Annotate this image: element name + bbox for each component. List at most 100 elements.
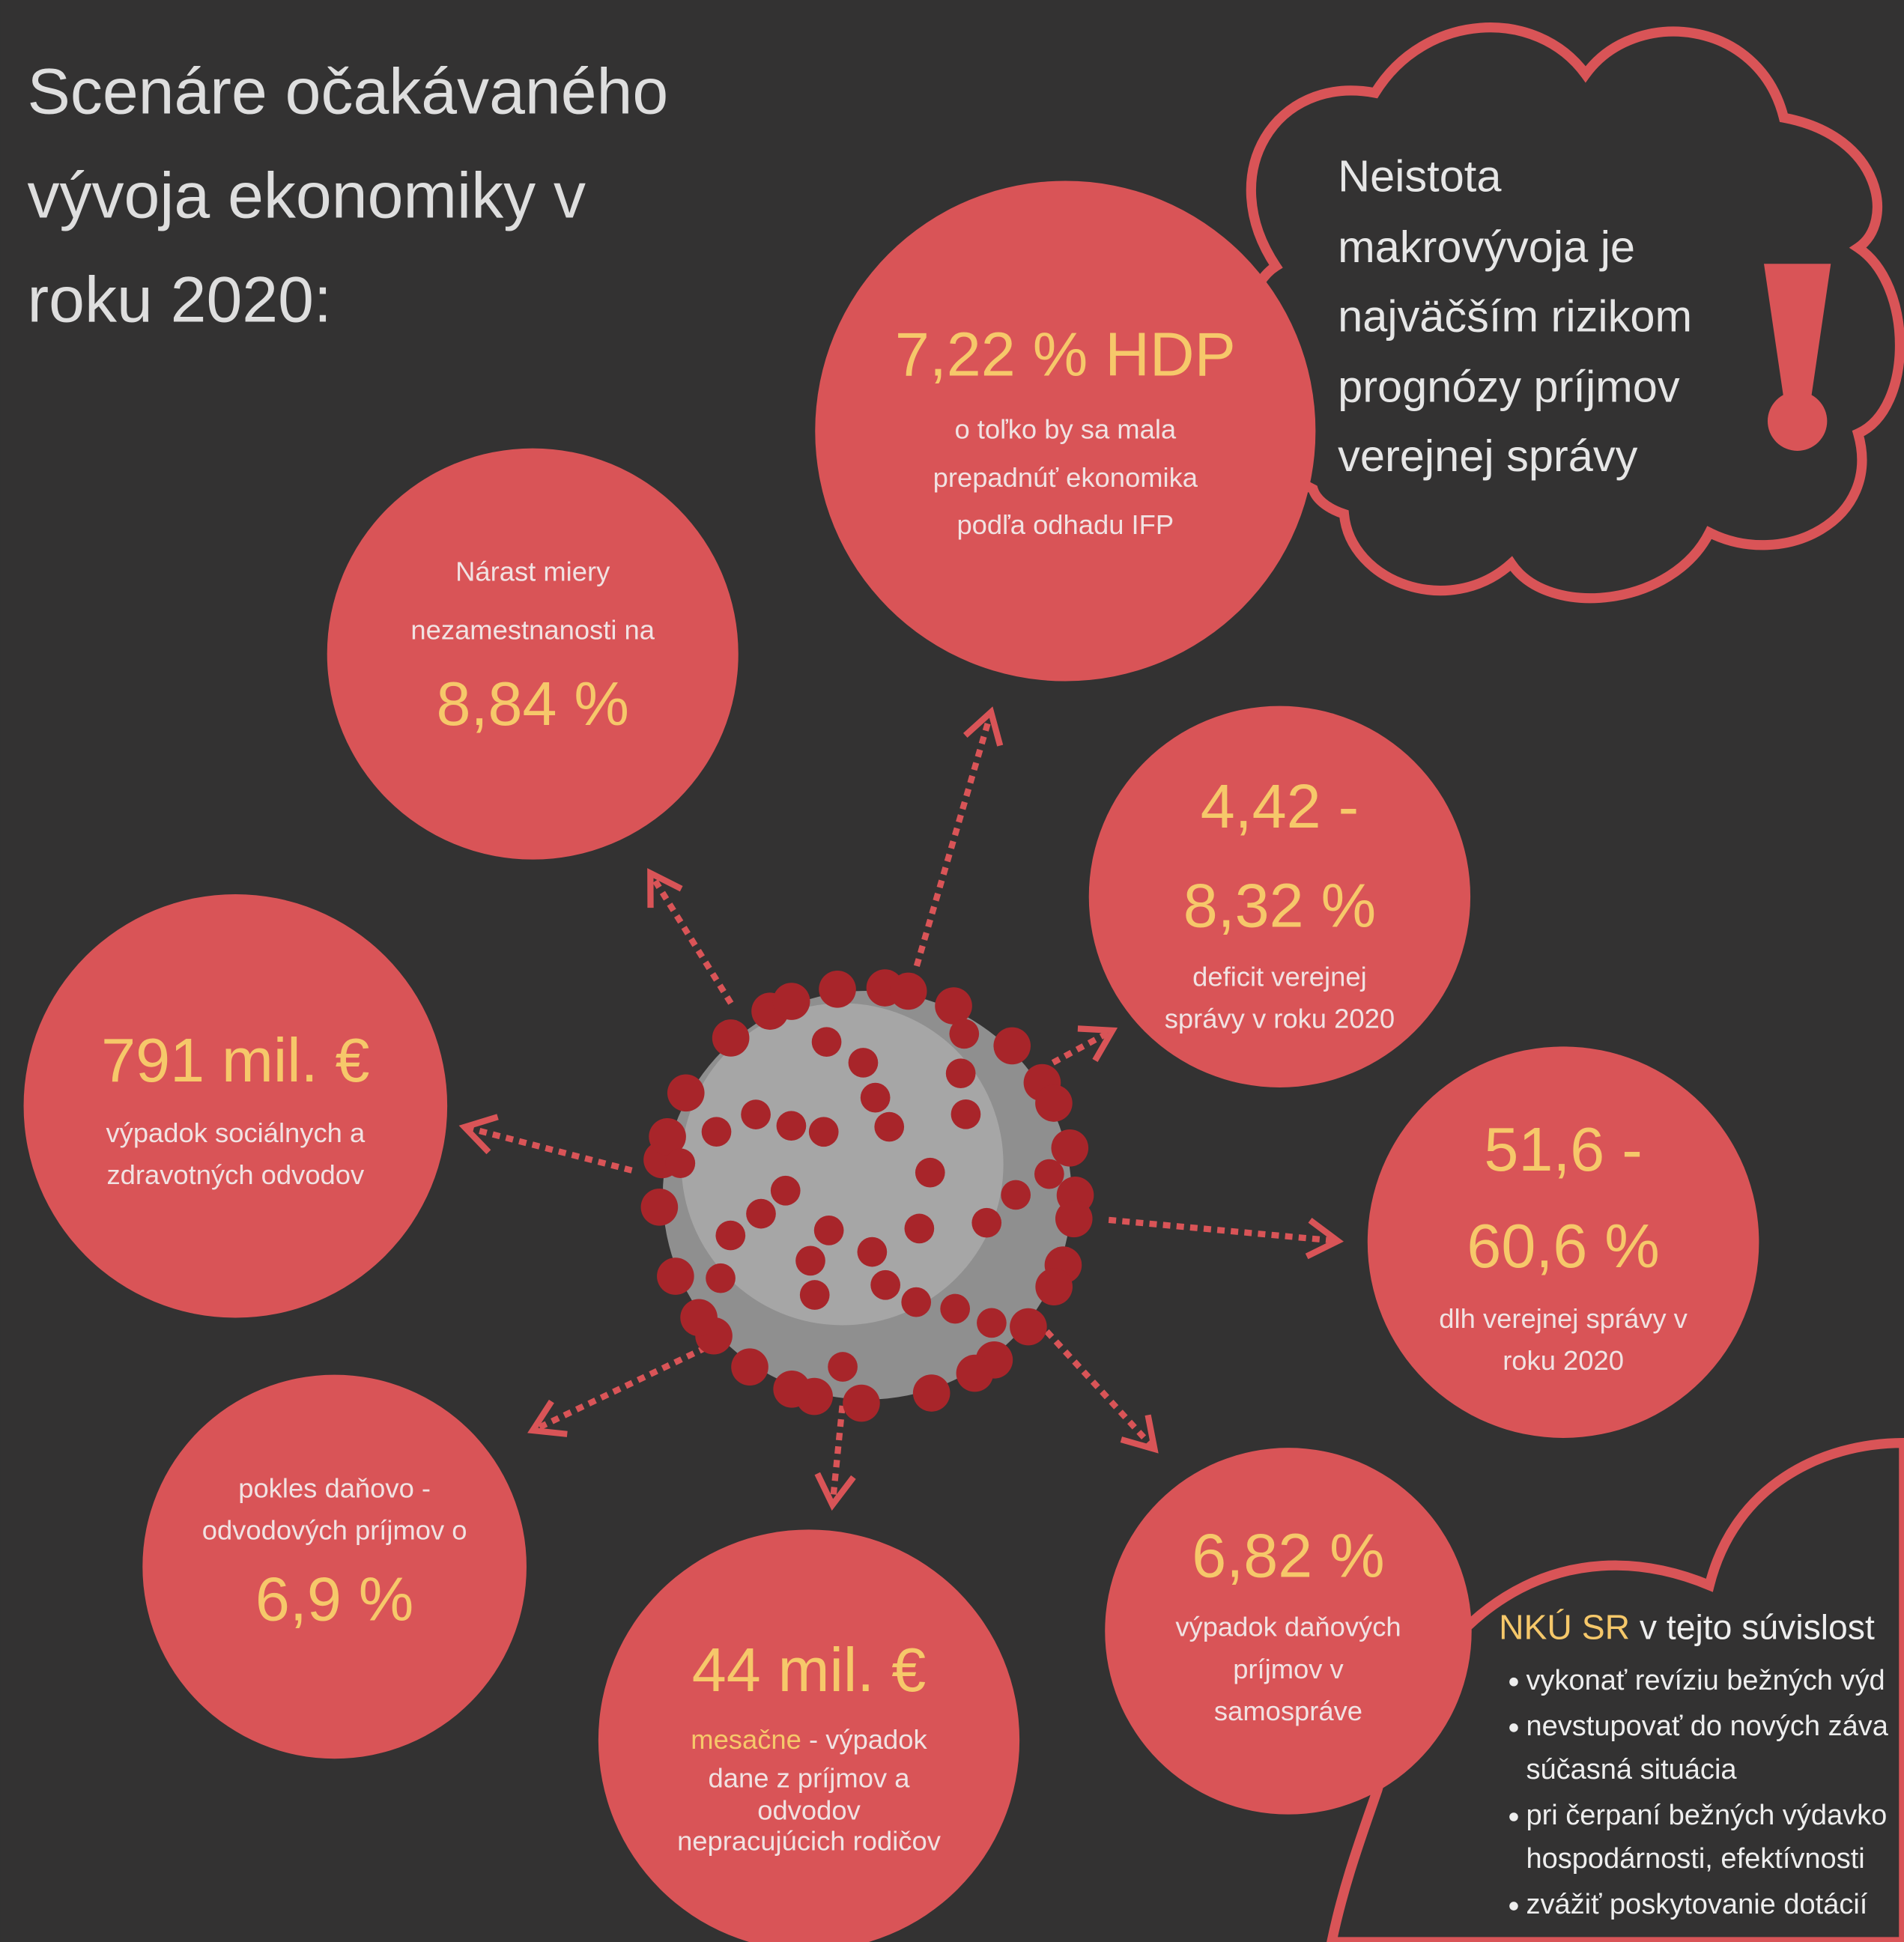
virus-spike [741,1099,771,1129]
stat-line: 60,6 % [1467,1211,1659,1281]
stat-line: príjmov v [1233,1653,1344,1684]
warning-line: makrovývoja je [1338,222,1635,272]
stat-accent: mesačne [691,1724,801,1755]
virus-spike [776,1111,807,1141]
stat-circle [142,1374,527,1759]
stat-line: o toľko by sa mala [954,413,1176,444]
title-line: vývoja ekonomiky v [28,160,586,232]
stat-desc: roku 2020 [1503,1345,1624,1376]
virus-spike [951,1099,981,1129]
thought-cloud-bottom [1327,1437,1904,1942]
arrow-head [1120,1414,1159,1454]
arrow-head [458,1114,499,1155]
stat-line: odvodov [757,1794,861,1825]
stat-line: dlh verejnej správy v [1439,1302,1688,1333]
arrows [458,706,1344,1511]
dashed-arrow [1108,1216,1338,1245]
stat-line: prepadnúť ekonomika [933,462,1198,493]
nku-item: súčasná situácia [1526,1754,1737,1785]
virus-spike [848,1048,879,1078]
stat-line: 6,82 % [1192,1521,1384,1591]
dashed-arrow [531,1344,708,1433]
stat-desc: - výpadok [801,1724,928,1755]
circles: 7,22 % HDP o toľko by sa mala prepadnúť ek… [23,180,1759,1942]
virus-spike [712,1019,750,1057]
stat-line: 44 mil. € [692,1635,926,1705]
stat-desc: dane z príjmov a [709,1762,911,1793]
virus-spike [904,1213,935,1244]
virus-spike [874,1111,905,1142]
virus-spike [680,1299,718,1337]
virus-spike [811,1027,842,1058]
bullet [1509,1723,1518,1732]
stat-line: deficit verejnej [1192,961,1367,992]
stat-line: nezamestnanosti na [410,614,655,645]
arrow-head [962,706,1004,747]
virus-spike [772,983,810,1020]
virus-spike [640,1189,679,1226]
thought-cloud-top [1237,22,1904,604]
virus-spike [1051,1129,1089,1167]
virus-spike [977,1308,1007,1338]
stat-line: pokles daňovo - [238,1472,431,1503]
virus-spike [945,1058,976,1089]
stat-line: dane z príjmov a [709,1762,911,1793]
nku-rest: v tejto súvislost [1630,1608,1875,1647]
stat-desc: o toľko by sa mala [954,413,1176,444]
stat-value: 60,6 % [1467,1211,1659,1281]
stat-desc: odvodov [757,1794,861,1825]
stat-line: samospráve [1214,1696,1362,1726]
stat-desc: príjmov v [1233,1653,1344,1684]
dashed-arrow [829,1405,846,1505]
stat-desc: odvodových príjmov o [202,1514,467,1545]
virus-image [640,969,1094,1422]
stat-line: 8,32 % [1183,870,1376,940]
stat-line: 7,22 % HDP [895,319,1236,389]
virus-spike [949,1019,980,1049]
virus-spike [993,1027,1031,1065]
stat-line: zdravotných odvodov [106,1159,365,1190]
virus-spike [935,987,972,1025]
virus-spike [649,1117,686,1156]
stat-value: 4,42 - [1201,771,1359,841]
virus-spike [715,1220,746,1251]
title-line: roku 2020: [28,264,332,336]
virus-spike [770,1175,801,1206]
stat-line: 4,42 - [1201,771,1359,841]
stat-circle [1088,706,1471,1087]
virus-spike [889,972,927,1010]
nku-item: nevstupovať do nových záva [1526,1711,1888,1742]
exclamation-dot [1767,391,1828,451]
bullet [1509,1902,1518,1911]
stat-line: správy v roku 2020 [1165,1003,1395,1034]
stat-circle [327,448,739,860]
stat-circle [23,893,448,1318]
stat-line: podľa odhadu IFP [956,509,1174,539]
virus-spike [665,1148,696,1179]
stat-desc: Nárast miery [455,556,610,586]
stat-desc: správy v roku 2020 [1165,1003,1395,1034]
stat-line: výpadok daňových [1175,1611,1401,1642]
virus-spike [1055,1200,1093,1238]
nku-item: vykonať revíziu bežných výd [1526,1665,1885,1696]
stat-line: 791 mil. € [101,1025,369,1095]
virus-spike [915,1157,945,1188]
stat-line: nepracujúcich rodičov [677,1825,942,1856]
stat-value: 44 mil. € [692,1635,926,1705]
stat-line: 8,84 % [437,669,629,738]
stat-desc: výpadok daňových [1175,1611,1401,1642]
stat-circle [1367,1046,1759,1438]
nku-item: pri čerpaní bežných výdavko [1526,1800,1887,1831]
stat-line: výpadok sociálnych a [106,1117,366,1147]
virus-spike [912,1374,951,1412]
virus-spike [746,1198,776,1229]
stat-desc: podľa odhadu IFP [956,509,1174,539]
stat-value: 6,9 % [255,1564,413,1633]
virus-spike [1034,1159,1064,1189]
virus-spike [706,1263,736,1293]
virus-spike [860,1082,891,1113]
warning-line: verejnej správy [1338,431,1637,481]
virus-spike [1035,1268,1073,1305]
arrow-head [1077,1025,1118,1063]
stat-value: 51,6 - [1484,1114,1642,1184]
